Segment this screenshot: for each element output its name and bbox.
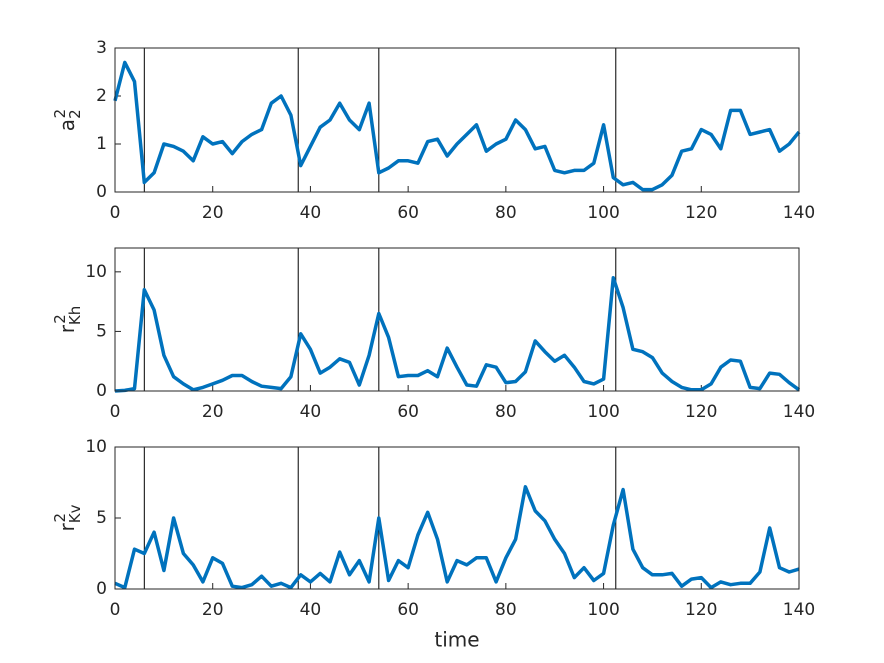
x-tick-label: 100 [587,402,619,422]
axes-box [115,48,799,192]
y-tick-label: 5 [96,508,107,528]
x-tick-label: 140 [783,203,815,223]
x-axis-label: time [434,628,479,652]
axes-frame [114,446,800,590]
x-tick-label: 20 [202,600,224,620]
y-label-sub: 2 [66,109,84,119]
y-label-sup: 2 [51,314,69,324]
y-tick-label: 0 [96,381,107,401]
y-label-base: a [55,119,79,131]
data-line [113,60,801,192]
x-tick-label: 40 [300,203,322,223]
y-label-base: r [55,522,79,531]
data-line [114,485,800,590]
axes-frame [114,47,800,193]
y-axis-label: a22 [51,109,84,131]
x-tick-label: 60 [397,203,419,223]
y-label-base: r [55,324,79,333]
x-tick-label: 20 [202,203,224,223]
x-tick-label: 60 [397,402,419,422]
y-axis-label: rKh2 [51,306,84,334]
y-tick-label: 1 [96,134,107,154]
y-axis-label: rKv2 [51,504,84,531]
x-tick-label: 120 [685,402,717,422]
x-tick-label: 140 [783,600,815,620]
x-tick-label: 140 [783,402,815,422]
y-label-sub: Kh [66,306,84,325]
y-tick-label: 0 [96,579,107,599]
x-tick-label: 0 [110,600,121,620]
x-tick-label: 40 [300,402,322,422]
x-tick-label: 120 [685,600,717,620]
x-tick-label: 80 [495,600,517,620]
x-tick-label: 100 [587,203,619,223]
x-tick-label: 80 [495,402,517,422]
y-label-sub: Kv [66,504,84,523]
y-tick-label: 10 [85,437,107,457]
y-tick-label: 0 [96,182,107,202]
data-line [114,276,801,393]
x-tick-label: 0 [110,203,121,223]
axes-frame [114,247,800,392]
y-tick-label: 5 [96,321,107,341]
x-tick-label: 40 [300,600,322,620]
y-tick-label: 2 [96,86,107,106]
axes-box [115,447,799,589]
subplot: 0 20 40 60 80 100 120 140 0 5 10 rKh2 [51,247,815,422]
x-tick-label: 100 [587,600,619,620]
y-label-sup: 2 [51,513,69,523]
x-tick-label: 20 [202,402,224,422]
subplot: 0 20 40 60 80 100 120 140 0 5 10 rKv2 time [51,437,816,652]
x-tick-label: 80 [495,203,517,223]
y-label-sup: 2 [51,109,69,119]
y-tick-label: 3 [96,38,107,58]
y-tick-label: 10 [85,262,107,282]
x-tick-label: 0 [110,402,121,422]
x-tick-label: 60 [397,600,419,620]
x-tick-label: 120 [685,203,717,223]
